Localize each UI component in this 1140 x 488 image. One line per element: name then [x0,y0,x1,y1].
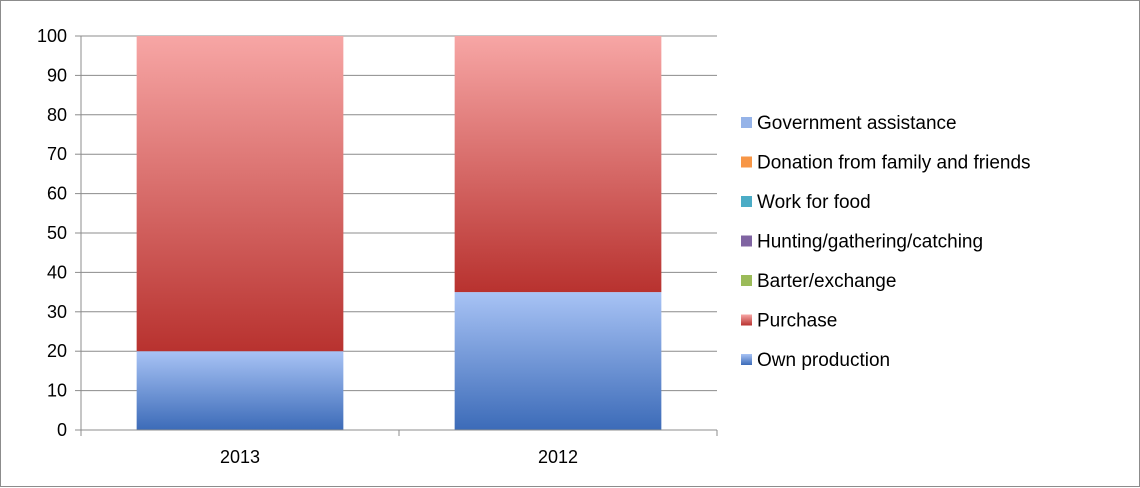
legend-label: Purchase [757,311,837,332]
legend: Government assistance Donation from famil… [741,113,1031,371]
y-tick-label: 50 [47,223,67,243]
bar-segment-purchase [136,36,344,352]
y-tick-label: 40 [47,262,67,282]
legend-label: Own production [757,350,890,371]
legend-label: Barter/exchange [757,271,896,292]
legend-label: Hunting/gathering/catching [757,232,983,253]
y-tick-label: 20 [47,341,67,361]
legend-swatch [741,235,752,247]
legend-swatch [741,196,752,207]
bars [136,36,662,430]
legend-swatch [741,354,752,365]
bar-segment-own-production [454,292,662,430]
y-tick-label: 10 [47,381,67,401]
y-tick-label: 70 [47,144,67,164]
legend-swatch [741,275,752,286]
bar-segment-own-production [136,351,344,430]
legend-swatch [741,156,752,168]
legend-label: Donation from family and friends [757,153,1031,174]
x-tick-label: 2012 [538,447,578,467]
y-tick-label: 60 [47,184,67,204]
y-tick-label: 0 [57,420,67,440]
y-tick-label: 30 [47,302,67,322]
x-tick-label: 2013 [220,447,260,467]
legend-swatch [741,314,752,326]
bar-segment-purchase [454,36,662,293]
y-tick-label: 90 [47,65,67,85]
legend-label: Work for food [757,192,871,213]
y-tick-label: 80 [47,105,67,125]
legend-swatch [741,117,752,128]
axes: 0 10 20 30 40 50 60 70 80 90 100 2013 2012 [37,26,718,467]
legend-label: Government assistance [757,113,957,134]
y-tick-label: 100 [37,26,67,46]
